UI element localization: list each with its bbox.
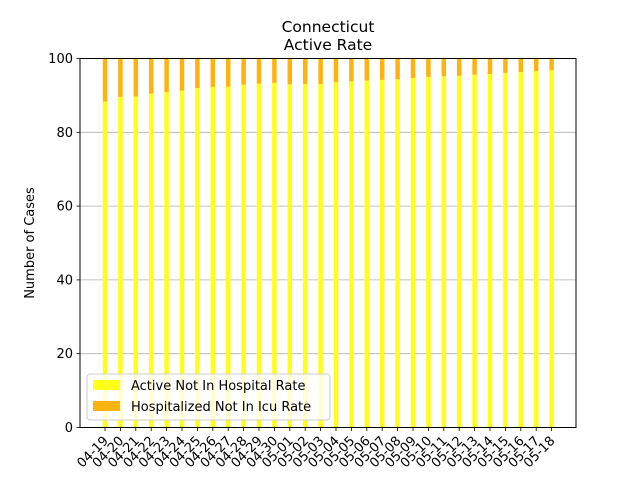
bar-active-not-in-hospital [241,84,246,428]
bar-active-not-in-hospital [195,88,200,428]
bar-hospitalized-not-in-icu [410,58,416,79]
bar-hospitalized-not-in-icu [472,58,477,75]
bar-hospitalized-not-in-icu [379,58,385,80]
bar-active-not-in-hospital [256,83,262,428]
bar-hospitalized-not-in-icu [302,58,308,84]
bar-hospitalized-not-in-icu [349,58,354,82]
bar-hospitalized-not-in-icu [395,58,400,80]
bar-active-not-in-hospital [441,76,447,428]
bar-active-not-in-hospital [364,80,370,428]
bar-hospitalized-not-in-icu [456,58,462,76]
bar-active-not-in-hospital [272,82,277,428]
y-axis-label: Number of Cases [23,187,38,299]
bar-hospitalized-not-in-icu [195,58,200,89]
bar-hospitalized-not-in-icu [364,58,370,81]
chart-subtitle: Active Rate [284,36,372,54]
bar-active-not-in-hospital [472,74,477,428]
bar-active-not-in-hospital [533,71,539,428]
y-axis: 0 20 40 60 80 100 [48,52,80,436]
legend-box [86,373,331,421]
bar-active-not-in-hospital [549,70,554,428]
bar-active-not-in-hospital [133,96,139,428]
bar-hospitalized-not-in-icu [133,58,139,97]
gridlines [80,131,576,355]
bar-hospitalized-not-in-icu [518,58,524,73]
bar-active-not-in-hospital [349,81,354,428]
y-tick-label: 0 [65,421,73,436]
bar-active-not-in-hospital [410,78,416,428]
bar-active-not-in-hospital [395,79,400,428]
bar-hospitalized-not-in-icu [241,58,246,85]
bar-hospitalized-not-in-icu [533,58,539,72]
bar-active-not-in-hospital [179,90,185,428]
bar-active-not-in-hospital [456,75,462,428]
legend-label: Active Not In Hospital Rate [131,379,305,394]
bar-hospitalized-not-in-icu [549,58,554,71]
y-tick-label: 60 [56,200,73,215]
bar-hospitalized-not-in-icu [148,58,154,94]
bar-hospitalized-not-in-icu [441,58,447,77]
bar-active-not-in-hospital [302,83,308,428]
chart-title: Connecticut [282,18,375,36]
legend-swatch [93,401,120,411]
legend-swatch [93,380,120,390]
bar-active-not-in-hospital [118,96,123,428]
bar-hospitalized-not-in-icu [426,58,431,77]
bar-active-not-in-hospital [164,92,169,428]
bar-active-not-in-hospital [318,83,323,428]
bar-active-not-in-hospital [503,72,508,428]
legend: Active Not In Hospital Rate Hospitalized … [86,373,331,421]
bar-hospitalized-not-in-icu [503,58,508,73]
bar-hospitalized-not-in-icu [164,58,169,93]
legend-label: Hospitalized Not In Icu Rate [131,400,311,415]
bar-hospitalized-not-in-icu [487,58,493,74]
bar-active-not-in-hospital [379,79,385,428]
bar-hospitalized-not-in-icu [179,58,185,91]
bar-hospitalized-not-in-icu [118,58,123,97]
bar-hospitalized-not-in-icu [333,58,339,83]
y-tick-label: 100 [48,52,73,67]
bar-hospitalized-not-in-icu [272,58,277,83]
bar-active-not-in-hospital [210,86,216,428]
bar-hospitalized-not-in-icu [287,58,293,85]
bar-active-not-in-hospital [148,93,154,428]
y-tick-label: 40 [56,273,73,288]
axes-frame [79,58,577,428]
bar-hospitalized-not-in-icu [225,58,231,87]
y-tick-label: 80 [56,126,73,141]
y-tick-label: 20 [56,347,73,362]
bar-hospitalized-not-in-icu [210,58,216,87]
bar-active-not-in-hospital [426,76,431,428]
bar-active-not-in-hospital [225,86,231,428]
bar-hospitalized-not-in-icu [102,58,108,102]
bar-active-not-in-hospital [333,82,339,428]
bar-active-not-in-hospital [518,72,524,428]
bar-hospitalized-not-in-icu [256,58,262,84]
bar-active-not-in-hospital [102,101,108,428]
bar-hospitalized-not-in-icu [318,58,323,84]
bar-active-not-in-hospital [487,73,493,428]
x-axis: 04-1904-2004-2104-2204-2304-2404-2504-26… [75,427,558,471]
bars [102,58,554,428]
bar-active-not-in-hospital [287,84,293,428]
